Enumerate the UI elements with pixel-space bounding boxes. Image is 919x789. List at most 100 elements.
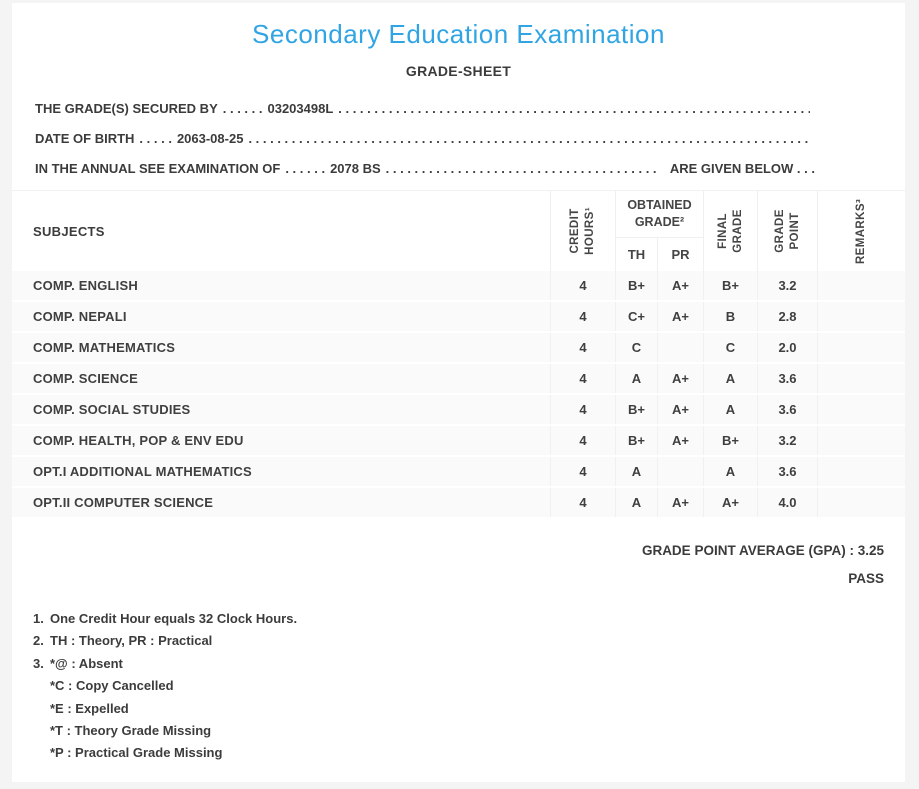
final-grade-vertical-label: FINAL GRADE [716,209,744,253]
grade-point-cell: 3.6 [757,364,817,393]
final-grade-cell: A [703,364,757,393]
footnote-line: 2. TH : Theory, PR : Practical [33,630,905,652]
dot-leader: . . . . . . [222,101,263,116]
practical-grade-cell: A+ [657,271,703,300]
footnote-text: *P : Practical Grade Missing [50,745,223,761]
gpa-value: 3.25 [857,543,884,558]
theory-grade-cell: B+ [615,395,657,424]
remarks-cell [817,488,905,517]
page-title: Secondary Education Examination [252,19,665,49]
col-header-subjects: SUBJECTS [33,223,105,239]
info-label: IN THE ANNUAL SEE EXAMINATION OF [35,161,281,176]
table-row: COMP. SOCIAL STUDIES 4 B+ A+ A 3.6 [12,395,905,424]
result-status: PASS [848,571,884,586]
practical-grade-cell: A+ [657,364,703,393]
col-header-final-grade: FINAL GRADE [703,191,757,271]
info-label: DATE OF BIRTH [35,131,135,146]
subject-cell: OPT.II COMPUTER SCIENCE [33,495,214,510]
footnote-line: *C : Copy Cancelled [33,675,905,697]
info-line-suffix: ARE GIVEN BELOW . . . [669,161,815,176]
table-row: COMP. HEALTH, POP & ENV EDU 4 B+ A+ B+ 3… [12,426,905,455]
col-header-credit-hours: CREDIT HOURS¹ [550,191,615,271]
remarks-cell [817,426,905,455]
subject-cell: COMP. HEALTH, POP & ENV EDU [33,433,244,448]
footnote-text: *E : Expelled [50,700,129,716]
subject-cell: COMP. ENGLISH [33,278,138,293]
practical-grade-cell: A+ [657,302,703,331]
info-line-examination-year: IN THE ANNUAL SEE EXAMINATION OF . . . .… [35,154,815,184]
footnote-text: *@ : Absent [50,655,123,671]
footnote-marker [33,720,50,742]
subject-cell: COMP. SCIENCE [33,371,138,386]
footnote-marker [33,698,50,720]
gpa-label: GRADE POINT AVERAGE (GPA) : [641,543,854,558]
theory-grade-cell: B+ [615,426,657,455]
grade-point-cell: 2.0 [757,333,817,362]
info-line-date-of-birth: DATE OF BIRTH . . . . . 2063-08-25 . . .… [35,124,815,154]
grade-point-cell: 3.6 [757,457,817,486]
theory-grade-cell: B+ [615,271,657,300]
practical-grade-cell: A+ [657,395,703,424]
table-row: COMP. ENGLISH 4 B+ A+ B+ 3.2 [12,271,905,300]
candidate-id-value: 03203498L [267,101,334,116]
final-grade-cell: B+ [703,426,757,455]
theory-grade-cell: C [615,333,657,362]
credit-cell: 4 [550,426,615,455]
credit-cell: 4 [550,395,615,424]
credit-cell: 4 [550,333,615,362]
grade-point-cell: 3.2 [757,426,817,455]
table-row: OPT.I ADDITIONAL MATHEMATICS 4 A A 3.6 [12,457,905,486]
grade-point-cell: 3.6 [757,395,817,424]
table-row: COMP. MATHEMATICS 4 C C 2.0 [12,333,905,362]
practical-grade-cell [657,457,703,486]
final-grade-cell: A [703,395,757,424]
table-row: COMP. NEPALI 4 C+ A+ B 2.8 [12,302,905,331]
credit-cell: 4 [550,271,615,300]
final-grade-cell: B+ [703,271,757,300]
table-header: SUBJECTS CREDIT HOURS¹ OBTAINED GRADE² T… [12,190,905,271]
footnotes-block: 1. One Credit Hour equals 32 Clock Hours… [12,608,905,765]
grade-point-vertical-label: GRADE POINT [773,209,801,253]
page-subtitle: GRADE-SHEET [405,63,512,79]
practical-grade-cell: A+ [657,426,703,455]
footnote-marker: 2. [33,633,44,649]
col-header-practical: PR [657,238,703,271]
theory-grade-cell: A [615,364,657,393]
dot-leader-fill: . . . . . . . . . . . . . . . . . . . . … [338,101,810,116]
subject-cell: COMP. MATHEMATICS [33,340,176,355]
footnote-text: TH : Theory, PR : Practical [50,633,213,649]
candidate-info-block: THE GRADE(S) SECURED BY . . . . . . 0320… [12,94,905,184]
dot-leader-fill: . . . . . . . . . . . . . . . . . . . . … [248,131,810,146]
footnote-line: 3. *@ : Absent [33,653,905,675]
col-header-obtained-grade: OBTAINED GRADE² [615,191,703,238]
subject-cell: COMP. NEPALI [33,309,127,324]
footnote-text: *T : Theory Grade Missing [50,722,212,738]
final-grade-cell: C [703,333,757,362]
footnote-marker [33,675,50,697]
grade-point-cell: 4.0 [757,488,817,517]
col-header-theory: TH [615,238,657,271]
remarks-cell [817,457,905,486]
subject-cell: COMP. SOCIAL STUDIES [33,402,191,417]
dot-leader: . . . . . [139,131,172,146]
info-line-grades-secured-by: THE GRADE(S) SECURED BY . . . . . . 0320… [35,94,815,124]
dot-leader: . . . . . . [285,161,326,176]
final-grade-cell: A [703,457,757,486]
grade-table: SUBJECTS CREDIT HOURS¹ OBTAINED GRADE² T… [12,190,905,517]
remarks-cell [817,395,905,424]
subject-cell: OPT.I ADDITIONAL MATHEMATICS [33,464,252,479]
final-grade-cell: B [703,302,757,331]
credit-cell: 4 [550,488,615,517]
final-grade-cell: A+ [703,488,757,517]
gpa-summary: GRADE POINT AVERAGE (GPA) : 3.25 [12,543,905,558]
date-of-birth-value: 2063-08-25 [176,131,244,146]
table-row: OPT.II COMPUTER SCIENCE 4 A A+ A+ 4.0 [12,488,905,517]
remarks-cell [817,333,905,362]
table-row: COMP. SCIENCE 4 A A+ A 3.6 [12,364,905,393]
footnote-line: 1. One Credit Hour equals 32 Clock Hours… [33,608,905,630]
practical-grade-cell [657,333,703,362]
info-label: THE GRADE(S) SECURED BY [35,101,218,116]
grade-point-cell: 3.2 [757,271,817,300]
footnote-line: *P : Practical Grade Missing [33,742,905,764]
